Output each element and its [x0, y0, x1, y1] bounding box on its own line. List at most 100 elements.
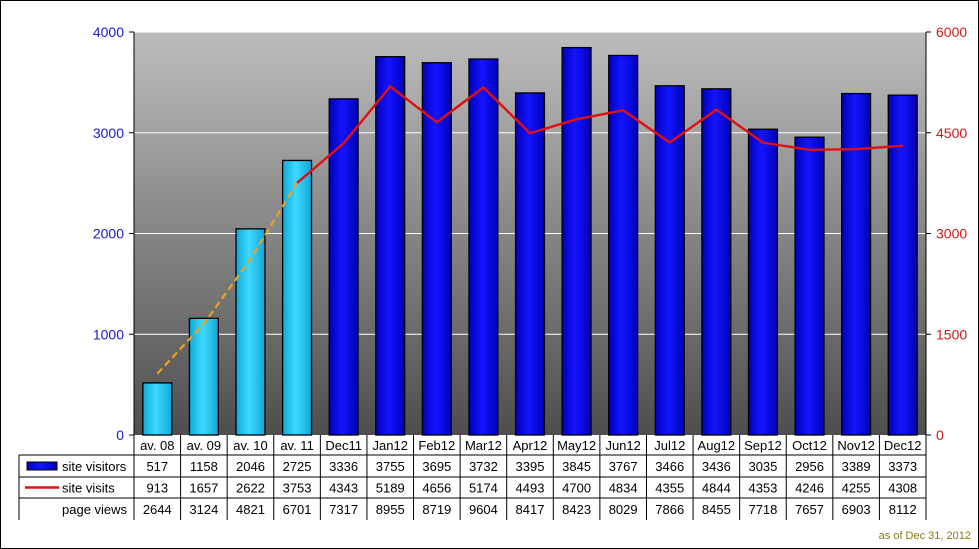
table-cell: 4821 [236, 502, 265, 517]
category-label: Aug12 [698, 438, 736, 453]
category-label: Jul12 [654, 438, 685, 453]
table-cell: 3436 [702, 459, 731, 474]
table-cell: 2622 [236, 481, 265, 496]
right-tick-label: 1500 [936, 326, 967, 342]
table-cell: 6903 [842, 502, 871, 517]
table-cell: 4656 [422, 481, 451, 496]
bar-jun12 [608, 54, 639, 436]
table-row-label: site visits [62, 481, 115, 496]
table-cell: 1158 [190, 459, 218, 474]
table-cell: 4255 [842, 481, 871, 496]
table-cell: 2956 [795, 459, 824, 474]
bar-apr12 [514, 92, 546, 436]
category-label: Oct12 [792, 438, 827, 453]
table-cell: 9604 [469, 502, 498, 517]
bar-feb12 [421, 62, 452, 436]
table-row-label: page views [62, 502, 128, 517]
table-cell: 3845 [562, 459, 591, 474]
table-cell: 4355 [655, 481, 684, 496]
table-cell: 8955 [376, 502, 405, 517]
table-cell: 5174 [469, 481, 498, 496]
bar-nov12 [841, 92, 872, 436]
category-label: av. 09 [187, 438, 221, 453]
category-label: Apr12 [513, 438, 548, 453]
category-label: May12 [557, 438, 596, 453]
table-cell: 3124 [189, 502, 218, 517]
right-tick-label: 6000 [936, 24, 967, 40]
table-cell: 8719 [422, 502, 451, 517]
right-tick-label: 3000 [936, 226, 967, 242]
table-cell: 3732 [469, 459, 498, 474]
left-tick-label: 2000 [93, 226, 124, 242]
bar-dec11 [328, 98, 359, 436]
bar-may12 [561, 46, 592, 436]
table-cell: 3753 [283, 481, 312, 496]
bar-jan12 [375, 56, 406, 436]
category-label: Dec12 [884, 438, 922, 453]
visits-line-main [296, 84, 903, 184]
left-tick-label: 0 [116, 427, 124, 443]
visits-line-early [156, 182, 298, 375]
table-cell: 8423 [562, 502, 591, 517]
bar-jul12 [654, 85, 685, 436]
bars [142, 46, 918, 436]
right-tick-label: 0 [936, 427, 944, 443]
table-cell: 2725 [283, 459, 312, 474]
table-cell: 8417 [516, 502, 545, 517]
table-cell: 8112 [889, 502, 917, 517]
category-label: Jan12 [373, 438, 408, 453]
left-tick-label: 1000 [93, 326, 124, 342]
table-cell: 3755 [376, 459, 405, 474]
category-label: Sep12 [744, 438, 782, 453]
axes: 0 1000 2000 3000 4000 0 1500 3000 4500 6000 [93, 24, 968, 443]
category-label: av. 08 [140, 438, 174, 453]
category-label: Mar12 [465, 438, 502, 453]
right-tick-label: 4500 [936, 125, 967, 141]
table-cell: 3336 [329, 459, 358, 474]
left-tick-label: 3000 [93, 125, 124, 141]
footnote: as of Dec 31, 2012 [879, 530, 971, 542]
visits-line [156, 84, 903, 375]
category-label: Jun12 [605, 438, 640, 453]
bar-sep12 [747, 128, 779, 436]
table-cell: 3395 [516, 459, 545, 474]
table-cell: 3373 [888, 459, 917, 474]
table-cell: 6701 [283, 502, 312, 517]
table-cell: 3767 [609, 459, 638, 474]
category-label: Feb12 [418, 438, 455, 453]
table-cell: 3035 [748, 459, 777, 474]
table-cell: 4343 [329, 481, 358, 496]
bar-av-10 [235, 228, 266, 436]
category-label: av. 10 [233, 438, 267, 453]
table-cell: 4493 [516, 481, 545, 496]
bar-av-08 [142, 382, 173, 436]
table-cell: 2644 [143, 502, 172, 517]
table-cell: 7866 [655, 502, 684, 517]
table-cell: 1657 [189, 481, 218, 496]
table-cell: 7317 [329, 502, 358, 517]
category-label: av. 11 [280, 438, 313, 453]
left-tick-label: 4000 [93, 24, 124, 40]
table-row-label: site visitors [62, 459, 127, 474]
bar-dec12 [887, 94, 918, 436]
data-table: av. 08 av. 09 av. 10 av. 11 Dec11 Jan12 Feb12 M… [18, 435, 927, 520]
table-cell: 913 [146, 481, 168, 496]
bar-aug12 [701, 88, 732, 436]
bar-av-11 [281, 159, 313, 436]
legend-key-visitors [26, 461, 58, 471]
table-cell: 4353 [748, 481, 777, 496]
table-cell: 3695 [422, 459, 451, 474]
table-cell: 4834 [609, 481, 638, 496]
table-cell: 4844 [702, 481, 731, 496]
table-cell: 2046 [236, 459, 265, 474]
table-cell: 3389 [842, 459, 871, 474]
table-cell: 4246 [795, 481, 824, 496]
table-cell: 7657 [795, 502, 824, 517]
table-cell: 4308 [888, 481, 917, 496]
bar-av-09 [188, 317, 219, 436]
table-cell: 517 [146, 459, 168, 474]
table-cell: 4700 [562, 481, 591, 496]
table-cell: 5189 [376, 481, 405, 496]
